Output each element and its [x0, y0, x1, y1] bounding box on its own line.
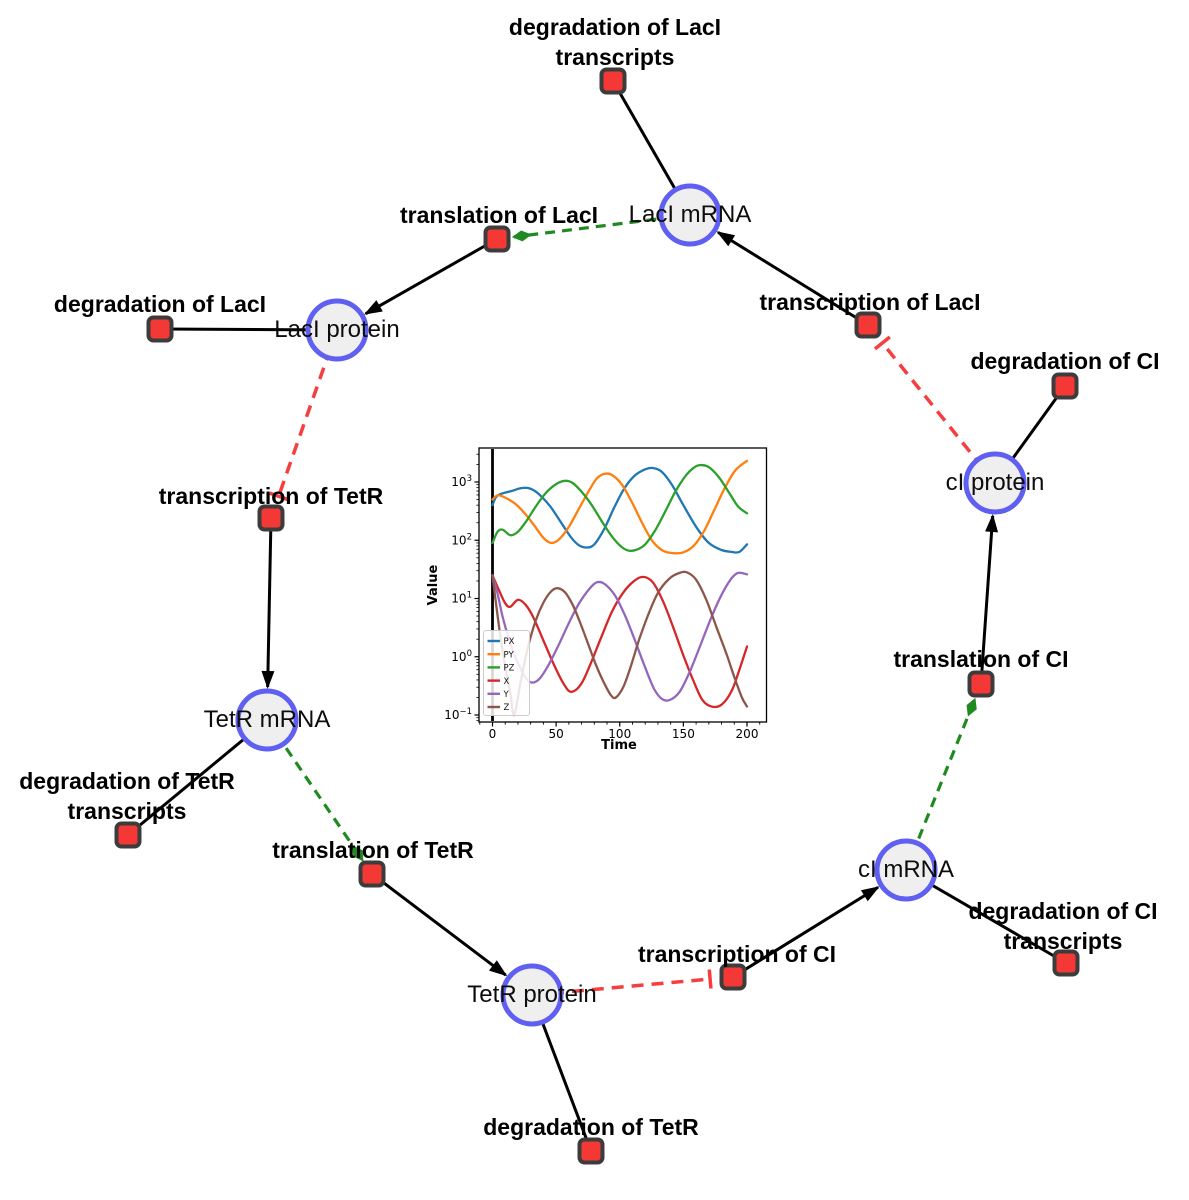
- reaction-node-transcription-of-laci[interactable]: [854, 311, 882, 339]
- reaction-node-translation-of-tetr[interactable]: [358, 860, 386, 888]
- legend-label: Y: [503, 690, 510, 700]
- y-tick-label: 103: [451, 474, 472, 489]
- ci-mrna-label: cI mRNA: [858, 856, 954, 883]
- species-node-tetr-protein[interactable]: [500, 963, 564, 1027]
- label-line: translation of LacI: [399, 202, 599, 228]
- species-node-laci-mrna[interactable]: [658, 183, 722, 247]
- reaction-node-degradation-of-tetr-transcripts[interactable]: [114, 821, 142, 849]
- degradation-of-ci-label: degradation of CI: [970, 346, 1159, 376]
- timecourse-plot: Time Value 0 50 100 150 200 103 102 101 100 10−1 P…: [426, 447, 768, 753]
- edge-transcription-of-tetr-to-tetr-mrna: [261, 517, 275, 690]
- legend-label: PX: [504, 637, 515, 647]
- laci-mrna-label: LacI mRNA: [628, 201, 752, 228]
- y-axis-label: Value: [426, 564, 441, 605]
- label-line: degradation of CI: [968, 898, 1158, 924]
- label-line: degradation of TetR: [483, 1114, 699, 1140]
- tetr-mrna-label: TetR mRNA: [203, 706, 331, 733]
- x-tick-label: 150: [672, 727, 695, 741]
- translation-of-ci-label: translation of CI: [893, 644, 1068, 674]
- transcription-of-tetr-label: transcription of TetR: [159, 481, 383, 511]
- transcription-of-laci-label: transcription of LacI: [759, 287, 980, 317]
- edge-translation-of-tetr-to-tetr-protein: [371, 872, 508, 977]
- degradation-of-tetr-transcripts-label: degradation of TetR transcripts: [19, 766, 235, 826]
- transcription-of-ci-label: transcription of CI: [638, 939, 836, 969]
- ci-protein-label: cI protein: [945, 469, 1045, 496]
- edge-ci-mrna-to-translation-of-ci: [904, 697, 977, 871]
- edge-tetr-mrna-to-translation-of-tetr: [265, 719, 364, 862]
- translation-of-tetr-label: translation of TetR: [272, 835, 473, 865]
- x-tick-label: 50: [548, 727, 563, 741]
- laci-protein-label: LacI protein: [274, 316, 400, 343]
- label-line: transcription of CI: [637, 941, 837, 967]
- reaction-node-translation-of-ci[interactable]: [967, 670, 995, 698]
- edge-transcription-of-ci-to-ci-mrna: [732, 886, 880, 979]
- edge-transcription-of-laci-to-laci-mrna: [716, 231, 869, 327]
- label-line: transcription of LacI: [759, 289, 981, 315]
- species-node-ci-mrna[interactable]: [874, 838, 938, 902]
- label-line: degradation of CI: [970, 348, 1160, 374]
- label-line: degradation of LacI: [53, 291, 267, 317]
- label-line: translation of TetR: [272, 837, 474, 863]
- y-tick-label: 101: [451, 591, 472, 606]
- reaction-node-degradation-of-laci[interactable]: [146, 315, 174, 343]
- edge-translation-of-ci-to-ci-protein: [979, 513, 999, 685]
- y-tick-label: 102: [451, 532, 472, 547]
- label-line: transcripts: [555, 44, 675, 70]
- reaction-node-degradation-of-laci-transcripts[interactable]: [599, 67, 627, 95]
- reaction-node-transcription-of-ci[interactable]: [719, 963, 747, 991]
- reaction-node-translation-of-laci[interactable]: [483, 225, 511, 253]
- label-line: transcription of TetR: [158, 483, 384, 509]
- tetr-protein-label: TetR protein: [467, 981, 597, 1008]
- inhibition-tee: [707, 969, 713, 989]
- series-PZ-line: [491, 463, 749, 553]
- reaction-node-degradation-of-ci-transcripts[interactable]: [1052, 949, 1080, 977]
- reaction-node-degradation-of-tetr[interactable]: [577, 1137, 605, 1165]
- inhibition-tee: [269, 491, 289, 502]
- edge-translation-of-laci-to-laci-protein: [363, 237, 498, 315]
- legend-label: PY: [504, 650, 515, 660]
- label-line: degradation of TetR: [19, 768, 235, 794]
- legend-entry-PZ: PZ: [487, 664, 515, 674]
- species-node-laci-protein[interactable]: [305, 298, 369, 362]
- legend-entry-PX: PX: [487, 637, 515, 647]
- legend-entry-PY: PY: [487, 650, 515, 660]
- label-line: transcripts: [67, 798, 187, 824]
- label-line: degradation of LacI: [508, 14, 722, 40]
- degradation-of-laci-label: degradation of LacI: [54, 289, 266, 319]
- degradation-of-laci-transcripts-label: degradation of LacI transcripts: [509, 12, 721, 72]
- degradation-of-tetr-label: degradation of TetR: [483, 1112, 699, 1142]
- edge-laci-mrna-to-translation-of-laci: [511, 213, 691, 242]
- translation-of-laci-label: translation of LacI: [400, 200, 598, 230]
- x-tick-label: 100: [608, 727, 631, 741]
- x-tick-label: 200: [736, 727, 759, 741]
- legend-label: PZ: [504, 664, 515, 674]
- series-PY-line: [491, 459, 749, 555]
- legend-entry-X: X: [487, 677, 510, 687]
- y-tick-label: 100: [451, 649, 472, 664]
- label-line: translation of CI: [893, 646, 1069, 672]
- legend-label: Z: [504, 703, 510, 713]
- species-node-ci-protein[interactable]: [963, 451, 1027, 515]
- species-node-tetr-mrna[interactable]: [235, 688, 299, 752]
- degradation-of-ci-transcripts-label: degradation of CI transcripts: [968, 896, 1157, 956]
- node-layer: [114, 67, 1080, 1165]
- legend-entry-Y: Y: [487, 690, 510, 700]
- reaction-node-degradation-of-ci[interactable]: [1051, 372, 1079, 400]
- series-X-line: [491, 574, 749, 709]
- legend-label: X: [504, 677, 510, 687]
- legend: PX PY PZ XYZ: [483, 630, 530, 716]
- inhibition-tee: [873, 335, 891, 351]
- y-tick-label: 10−1: [444, 707, 472, 722]
- x-tick-label: 0: [489, 727, 497, 741]
- legend-entry-Z: Z: [487, 703, 510, 713]
- label-line: transcripts: [1003, 928, 1123, 954]
- x-axis-label: Time: [601, 738, 637, 753]
- plot-frame: [478, 447, 768, 723]
- reaction-node-transcription-of-tetr[interactable]: [257, 504, 285, 532]
